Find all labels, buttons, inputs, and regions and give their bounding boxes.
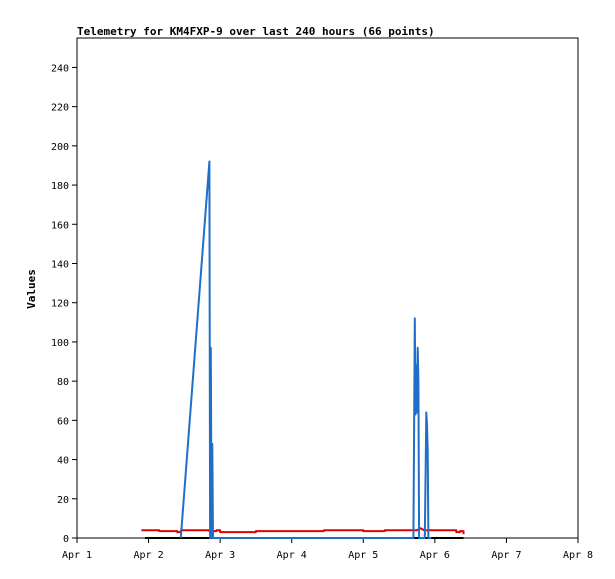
- chart-title: Telemetry for KM4FXP-9 over last 240 hou…: [77, 25, 435, 38]
- y-tick-label: 40: [57, 456, 69, 467]
- y-tick-label: 220: [51, 103, 69, 114]
- y-tick-label: 80: [57, 377, 69, 388]
- y-tick-label: 0: [63, 534, 69, 545]
- y-tick-label: 120: [51, 299, 69, 310]
- x-tick-label: Apr 1: [62, 550, 92, 561]
- y-tick-label: 200: [51, 142, 69, 153]
- x-tick-label: Apr 4: [277, 550, 307, 561]
- y-axis-label: Values: [25, 269, 38, 309]
- y-tick-label: 100: [51, 338, 69, 349]
- y-axis-ticks: 0 20 40 60 80 100 120 140 160 180 200 220 240: [51, 63, 77, 545]
- y-tick-label: 60: [57, 416, 69, 427]
- series-layer: [141, 160, 465, 539]
- x-tick-label: Apr 8: [563, 550, 593, 561]
- plot-area-frame: [76, 37, 579, 539]
- x-tick-label: Apr 7: [491, 550, 521, 561]
- series-line-2: [179, 160, 432, 539]
- y-tick-label: 180: [51, 181, 69, 192]
- x-tick-label: Apr 6: [420, 550, 450, 561]
- y-tick-label: 160: [51, 220, 69, 231]
- x-axis-ticks: Apr 1 Apr 2 Apr 3 Apr 4 Apr 5 Apr 6 Apr 7 Apr 8: [62, 538, 593, 561]
- x-tick-label: Apr 3: [205, 550, 235, 561]
- y-tick-label: 20: [57, 495, 69, 506]
- x-tick-label: Apr 5: [348, 550, 378, 561]
- x-tick-label: Apr 2: [134, 550, 164, 561]
- series-line-1: [141, 527, 465, 535]
- y-tick-label: 240: [51, 63, 69, 74]
- y-tick-label: 140: [51, 259, 69, 270]
